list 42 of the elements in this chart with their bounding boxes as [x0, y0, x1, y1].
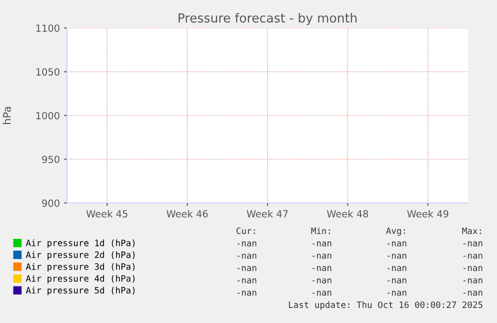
y-tick-label: 1000	[36, 112, 60, 120]
legend-label: Air pressure 1d (hPa)	[26, 239, 135, 248]
x-tick-label: Week 48	[326, 210, 368, 218]
legend-label: Air pressure 4d (hPa)	[26, 274, 135, 284]
text: -nan	[463, 241, 482, 246]
text: -nan	[312, 290, 332, 296]
text: -nan	[312, 241, 332, 246]
x-tick-label: Week 47	[246, 210, 288, 218]
text: -nan	[387, 254, 406, 259]
text: Max:	[462, 228, 481, 234]
text: -nan	[463, 254, 482, 259]
text: -nan	[387, 266, 406, 272]
text: -nan	[312, 254, 332, 259]
text: -nan	[237, 266, 256, 272]
y-tick-label: 900	[42, 199, 60, 207]
text: -nan	[237, 241, 256, 246]
y-tick-label: 1100	[36, 24, 60, 32]
text: -nan	[237, 254, 256, 259]
text: -nan	[463, 266, 482, 272]
y-axis-title: hPa	[2, 107, 11, 124]
legend-label: Air pressure 3d (hPa)	[26, 263, 135, 272]
text: -nan	[387, 278, 406, 284]
text: -nan	[387, 290, 406, 296]
text: Last update: Thu Oct 16 00:00:27 2025	[289, 301, 482, 310]
text: -nan	[237, 290, 256, 296]
legend-label: Air pressure 5d (hPa)	[26, 286, 135, 296]
x-tick-label: Week 46	[166, 210, 208, 218]
y-tick-label: 950	[42, 156, 60, 164]
text: Avg:	[386, 228, 405, 236]
text: -nan	[463, 290, 482, 296]
text: -nan	[312, 266, 332, 272]
text: -nan	[237, 278, 256, 284]
chart-title: Pressure forecast - by month	[178, 12, 357, 26]
text: -nan	[312, 278, 332, 284]
x-tick-label: Week 45	[86, 210, 128, 218]
y-tick-label: 1050	[36, 68, 60, 76]
x-tick-label: Week 49	[407, 210, 448, 218]
text: -nan	[463, 278, 482, 284]
legend-label: Air pressure 2d (hPa)	[26, 251, 135, 260]
text: Min:	[311, 227, 330, 234]
text: Cur:	[236, 227, 255, 234]
text: -nan	[387, 241, 406, 246]
